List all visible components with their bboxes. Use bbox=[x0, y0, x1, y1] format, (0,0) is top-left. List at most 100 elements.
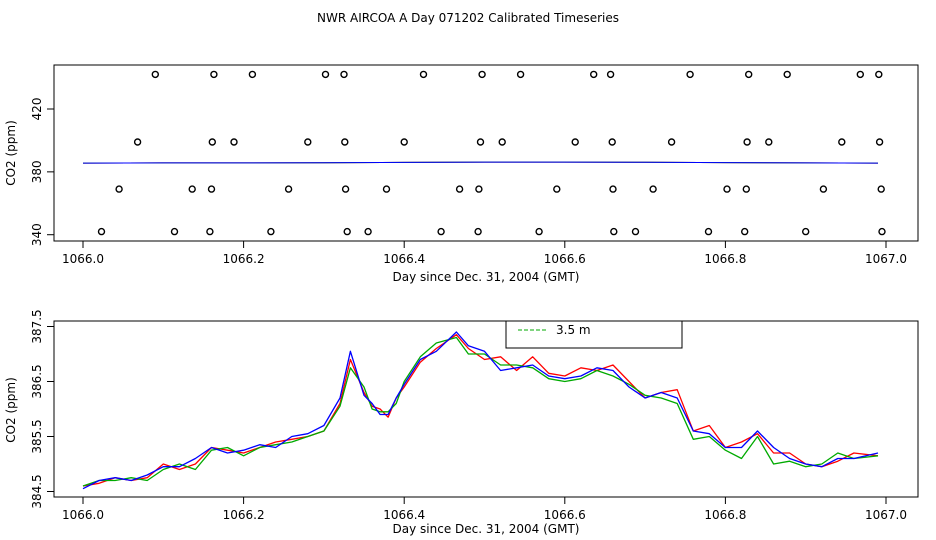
bottom-plot-frame bbox=[53, 320, 919, 498]
x-tick-label: 1066.8 bbox=[704, 252, 746, 266]
scatter-point bbox=[188, 185, 196, 193]
scatter-point bbox=[364, 227, 372, 236]
scatter-point bbox=[723, 185, 731, 193]
scatter-point bbox=[475, 185, 483, 193]
bottom-co2-panel: 1066.0 1066.2 1066.4 1066.6 1066.8 1067.0 384… bbox=[4, 309, 919, 536]
scatter-point bbox=[455, 185, 464, 193]
scatter-point bbox=[419, 70, 428, 79]
scatter-point bbox=[400, 138, 408, 146]
scatter-point bbox=[498, 138, 506, 146]
scatter-point bbox=[437, 227, 445, 236]
scatter-point bbox=[745, 70, 753, 79]
x-tick-label: 1066.0 bbox=[62, 508, 104, 522]
bottom-y-axis-label: CO2 (ppm) bbox=[4, 377, 18, 443]
y-tick-label: 420 bbox=[30, 98, 44, 121]
scatter-point bbox=[341, 138, 349, 146]
scatter-point bbox=[340, 70, 348, 79]
top-x-axis: 1066.0 1066.2 1066.4 1066.6 1066.8 1067.0 bbox=[62, 241, 907, 266]
scatter-point bbox=[743, 138, 751, 146]
scatter-point bbox=[553, 185, 561, 193]
y-tick-label: 340 bbox=[30, 223, 44, 246]
scatter-point bbox=[206, 227, 214, 236]
chart-title: NWR AIRCOA A Day 071202 Calibrated Times… bbox=[317, 11, 619, 25]
scatter-point bbox=[151, 70, 160, 79]
scatter-point bbox=[267, 227, 275, 236]
x-tick-label: 1066.6 bbox=[544, 252, 586, 266]
scatter-point bbox=[875, 138, 884, 146]
x-tick-label: 1066.2 bbox=[223, 252, 265, 266]
x-tick-label: 1066.4 bbox=[383, 508, 425, 522]
scatter-point bbox=[304, 138, 312, 146]
bottom-series-line bbox=[82, 336, 879, 487]
top-series-line bbox=[82, 161, 879, 164]
scatter-point bbox=[610, 227, 618, 236]
scatter-point bbox=[783, 70, 791, 79]
x-tick-label: 1066.2 bbox=[223, 508, 265, 522]
top-x-axis-label: Day since Dec. 31, 2004 (GMT) bbox=[393, 270, 580, 284]
scatter-point bbox=[765, 138, 773, 146]
scatter-point bbox=[208, 138, 217, 146]
scatter-point bbox=[207, 185, 216, 193]
scatter-point bbox=[382, 185, 391, 193]
y-tick-label: 386.5 bbox=[30, 364, 44, 398]
legend-box bbox=[505, 320, 683, 349]
scatter-point bbox=[535, 227, 543, 236]
scatter-point bbox=[856, 70, 864, 79]
scatter-point bbox=[476, 138, 485, 146]
scatter-point bbox=[802, 227, 810, 236]
scatter-point bbox=[608, 138, 616, 146]
scatter-point bbox=[97, 227, 106, 236]
scatter-point bbox=[819, 185, 828, 193]
top-points-group bbox=[97, 70, 886, 236]
scatter-point bbox=[341, 185, 350, 193]
scatter-point bbox=[686, 70, 694, 79]
bottom-series-group bbox=[82, 331, 879, 490]
scatter-point bbox=[478, 70, 486, 79]
top-y-axis: 340 380 420 bbox=[30, 98, 54, 246]
bottom-x-axis-label: Day since Dec. 31, 2004 (GMT) bbox=[393, 522, 580, 536]
scatter-point bbox=[649, 185, 657, 193]
scatter-point bbox=[606, 70, 615, 79]
top-y-axis-label: CO2 (ppm) bbox=[4, 120, 18, 186]
scatter-point bbox=[571, 138, 579, 146]
scatter-point bbox=[284, 185, 293, 193]
scatter-point bbox=[590, 70, 598, 79]
y-tick-label: 387.5 bbox=[30, 309, 44, 343]
x-tick-label: 1066.0 bbox=[62, 252, 104, 266]
scatter-point bbox=[631, 227, 640, 236]
scatter-point bbox=[742, 185, 750, 193]
scatter-point bbox=[838, 138, 846, 146]
x-tick-label: 1066.6 bbox=[544, 508, 586, 522]
scatter-point bbox=[741, 227, 749, 236]
scatter-point bbox=[474, 227, 482, 236]
scatter-point bbox=[230, 138, 238, 146]
scatter-point bbox=[133, 138, 142, 146]
bottom-series-line bbox=[82, 331, 879, 490]
scatter-point bbox=[343, 227, 351, 236]
scatter-point bbox=[875, 70, 883, 79]
top-series-group bbox=[82, 161, 879, 164]
scatter-point bbox=[878, 227, 886, 236]
scatter-point bbox=[609, 185, 617, 193]
scatter-point bbox=[115, 185, 123, 193]
x-tick-label: 1066.8 bbox=[704, 508, 746, 522]
y-tick-label: 384.5 bbox=[30, 474, 44, 508]
top-co2-panel: 1066.0 1066.2 1066.4 1066.6 1066.8 1067.0 340… bbox=[4, 64, 919, 284]
x-tick-label: 1067.0 bbox=[865, 508, 907, 522]
legend: 3.5 m bbox=[505, 320, 683, 349]
x-tick-label: 1067.0 bbox=[865, 252, 907, 266]
scatter-point bbox=[170, 227, 179, 236]
bottom-y-axis: 384.5 385.5 386.5 387.5 bbox=[30, 309, 54, 509]
scatter-point bbox=[877, 185, 885, 193]
x-tick-label: 1066.4 bbox=[383, 252, 425, 266]
legend-entry-label: 3.5 m bbox=[556, 323, 591, 337]
scatter-point bbox=[667, 138, 676, 146]
scatter-point bbox=[704, 227, 713, 236]
bottom-x-axis: 1066.0 1066.2 1066.4 1066.6 1066.8 1067.0 bbox=[62, 497, 907, 522]
scatter-point bbox=[321, 70, 330, 79]
bottom-series-line bbox=[82, 334, 879, 487]
scatter-point bbox=[516, 70, 525, 79]
scatter-point bbox=[210, 70, 218, 79]
y-tick-label: 385.5 bbox=[30, 419, 44, 453]
